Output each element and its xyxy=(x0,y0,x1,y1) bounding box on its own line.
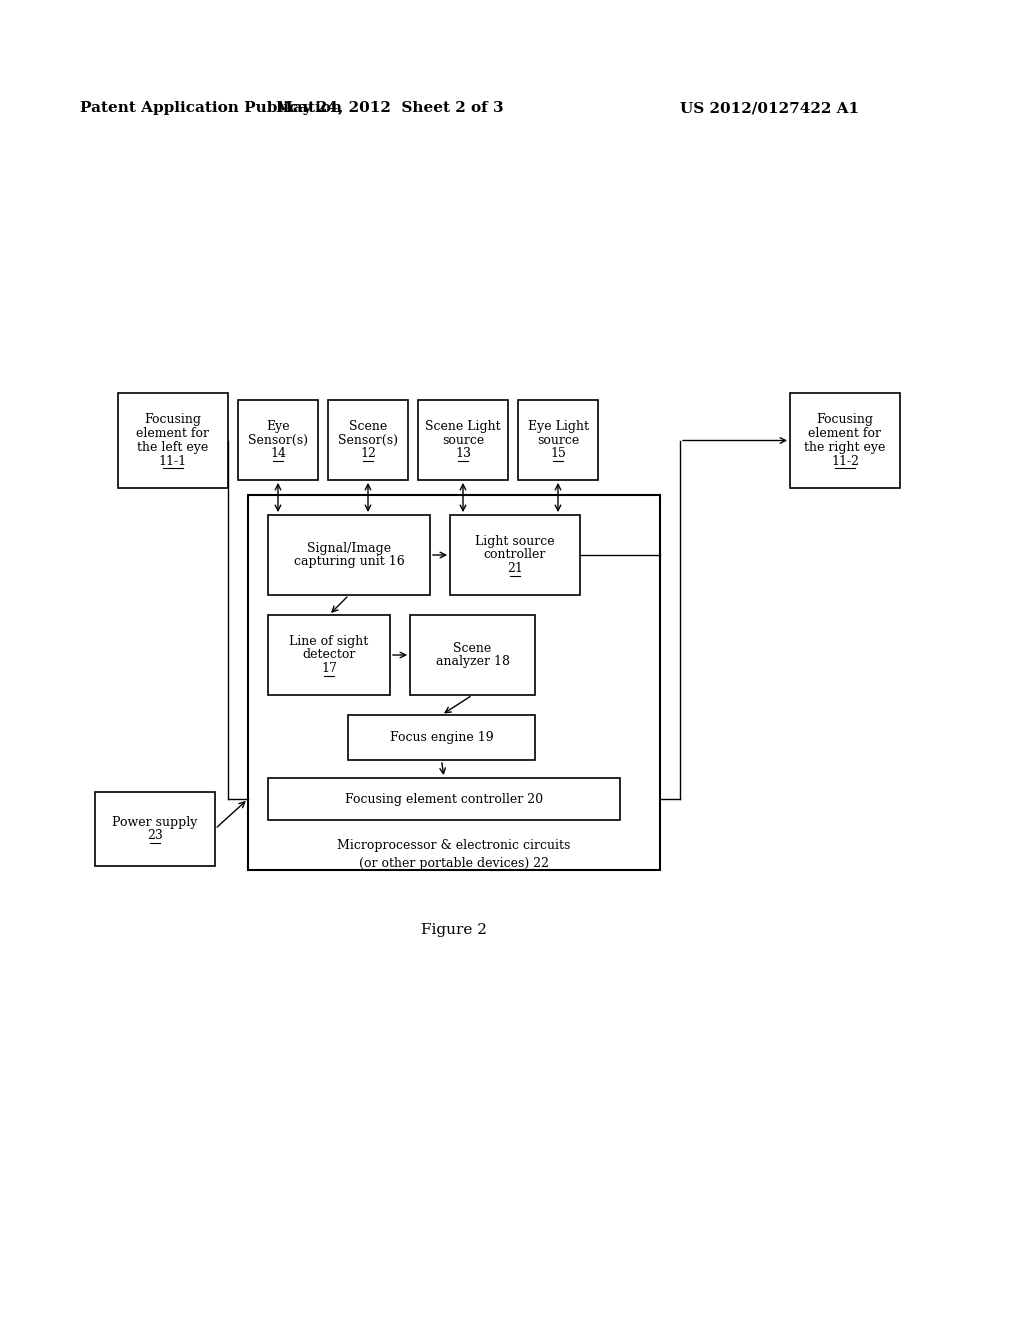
Text: element for: element for xyxy=(809,428,882,440)
Text: Sensor(s): Sensor(s) xyxy=(338,433,398,446)
Bar xyxy=(268,515,430,595)
Text: source: source xyxy=(537,433,580,446)
Text: May 24, 2012  Sheet 2 of 3: May 24, 2012 Sheet 2 of 3 xyxy=(276,102,504,115)
Bar xyxy=(790,393,900,488)
Text: Light source: Light source xyxy=(475,535,555,548)
Text: 21: 21 xyxy=(507,562,523,576)
Text: 11-1: 11-1 xyxy=(159,455,187,467)
Text: Power supply: Power supply xyxy=(113,816,198,829)
Text: 23: 23 xyxy=(147,829,163,842)
Text: Signal/Image: Signal/Image xyxy=(307,541,391,554)
Bar xyxy=(238,400,318,480)
Text: Focus engine 19: Focus engine 19 xyxy=(390,731,494,744)
Text: Scene: Scene xyxy=(454,642,492,655)
Bar xyxy=(328,400,408,480)
Bar xyxy=(95,792,215,866)
Text: controller: controller xyxy=(483,549,546,561)
Text: capturing unit 16: capturing unit 16 xyxy=(294,556,404,569)
Text: Line of sight: Line of sight xyxy=(290,635,369,648)
Bar xyxy=(268,777,620,820)
Text: Sensor(s): Sensor(s) xyxy=(248,433,308,446)
Text: 14: 14 xyxy=(270,447,286,461)
Bar xyxy=(348,715,535,760)
Text: US 2012/0127422 A1: US 2012/0127422 A1 xyxy=(680,102,859,115)
Text: 12: 12 xyxy=(360,447,376,461)
Text: Focusing: Focusing xyxy=(816,413,873,426)
Bar xyxy=(518,400,598,480)
Text: the left eye: the left eye xyxy=(137,441,209,454)
Text: Focusing element controller 20: Focusing element controller 20 xyxy=(345,792,543,805)
Bar xyxy=(418,400,508,480)
Bar xyxy=(410,615,535,696)
Text: 15: 15 xyxy=(550,447,566,461)
Text: the right eye: the right eye xyxy=(804,441,886,454)
Text: Microprocessor & electronic circuits: Microprocessor & electronic circuits xyxy=(337,838,570,851)
Text: analyzer 18: analyzer 18 xyxy=(435,656,510,668)
Text: Scene: Scene xyxy=(349,420,387,433)
Bar xyxy=(248,495,660,870)
Bar xyxy=(450,515,580,595)
Text: Figure 2: Figure 2 xyxy=(421,923,487,937)
Text: Patent Application Publication: Patent Application Publication xyxy=(80,102,342,115)
Text: 17: 17 xyxy=(322,663,337,676)
Text: Eye Light: Eye Light xyxy=(527,420,589,433)
Text: 13: 13 xyxy=(455,447,471,461)
Text: 11-2: 11-2 xyxy=(831,455,859,467)
Text: Eye: Eye xyxy=(266,420,290,433)
Text: (or other portable devices) 22: (or other portable devices) 22 xyxy=(359,857,549,870)
Text: Scene Light: Scene Light xyxy=(425,420,501,433)
Text: Focusing: Focusing xyxy=(144,413,202,426)
Bar xyxy=(118,393,228,488)
Bar xyxy=(268,615,390,696)
Text: element for: element for xyxy=(136,428,210,440)
Text: detector: detector xyxy=(302,648,355,661)
Text: source: source xyxy=(442,433,484,446)
